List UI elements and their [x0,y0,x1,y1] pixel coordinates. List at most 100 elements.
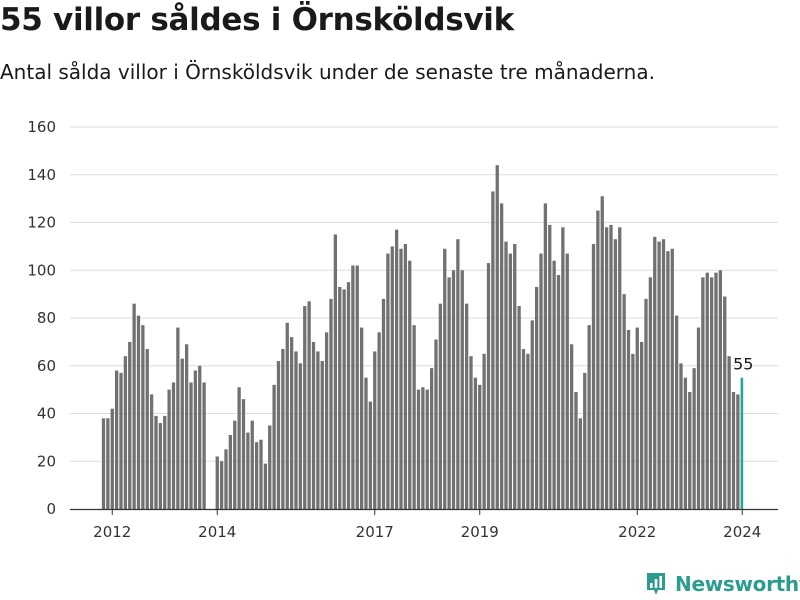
bar [106,418,110,509]
bar [683,377,688,509]
bar [329,298,333,509]
bar [534,286,539,509]
y-tick-label: 120 [27,214,56,232]
bar [679,363,683,509]
bar [263,463,268,509]
bar [298,363,303,509]
bar [526,353,530,509]
bar [311,341,316,510]
bar [233,420,237,509]
x-tick-label: 2022 [618,523,656,541]
bar [438,303,443,509]
bar [276,360,281,509]
bar [718,270,723,509]
bar [447,277,451,509]
bars [101,165,744,510]
bar [596,210,600,509]
bar [219,461,224,509]
bar [202,382,206,509]
bar [618,227,622,509]
bar [499,203,504,509]
bar [254,442,259,509]
bar [123,356,128,509]
bar [114,370,119,509]
bar [359,327,364,509]
bar [443,248,447,509]
bar [486,263,491,509]
bar [364,377,368,509]
x-tick-label: 2024 [723,523,761,541]
bar [421,387,425,509]
bar [198,365,202,509]
bar [626,329,631,509]
bar [513,243,517,510]
bar [661,239,666,509]
bar [368,401,373,509]
bar [635,327,639,509]
bar [355,265,359,509]
bar [324,332,329,509]
highlight-value-label: 55 [733,355,753,374]
bar [215,456,219,509]
bar [613,239,618,509]
bar [569,344,574,509]
bar [412,325,416,509]
bar [674,315,679,509]
bar [228,434,233,509]
bar [394,229,399,509]
bar [609,224,613,509]
bar [451,270,456,509]
bar [604,227,609,509]
bar [723,296,727,509]
bar [578,418,583,509]
bar [543,203,548,509]
bar [521,349,526,509]
bar [508,253,513,509]
bar [193,370,198,509]
bar [709,277,714,509]
bar [705,272,709,509]
bar [403,243,408,510]
bar [561,227,565,509]
bar [460,270,464,509]
bar [333,234,338,509]
bar [539,253,543,509]
bar [495,165,499,509]
bar [189,382,193,509]
bar [556,275,561,509]
bar [456,239,460,509]
y-tick-label: 0 [46,500,56,518]
bar [408,260,412,509]
bar [657,241,661,509]
x-tick-label: 2017 [356,523,394,541]
x-tick-label: 2014 [198,523,236,541]
bar [381,298,386,509]
bar [128,341,132,510]
bar [517,306,521,509]
bar [338,286,342,509]
bar [141,325,145,509]
bar [670,248,674,509]
y-tick-label: 40 [37,405,56,423]
bar [110,408,114,509]
bar [250,420,254,509]
bar [469,356,473,509]
bar [101,418,106,509]
bar [377,332,381,509]
bar [241,399,246,509]
y-tick-label: 20 [37,452,56,470]
bar [167,389,171,510]
bar [294,351,298,509]
bar [272,384,276,509]
y-tick-label: 60 [37,357,56,375]
bar [154,415,158,509]
bar [688,392,692,509]
chart-title: 55 villor såldes i Örnsköldsvik [0,2,514,38]
bar [714,272,718,509]
bar [281,349,285,509]
bar [644,298,648,509]
bar [351,265,355,509]
bar [478,384,482,509]
bar [132,303,136,509]
